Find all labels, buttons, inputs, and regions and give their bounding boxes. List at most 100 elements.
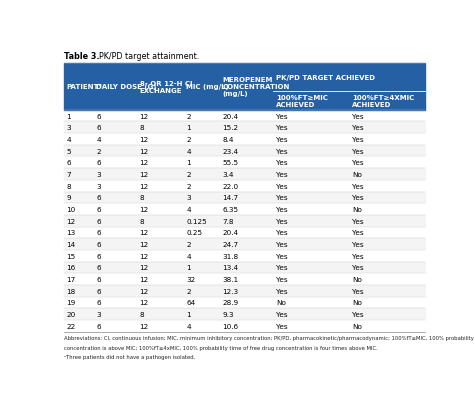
Text: 2: 2 [186,137,191,143]
Text: Yes: Yes [276,323,288,329]
Text: No: No [352,207,362,213]
Text: 13.4: 13.4 [223,265,239,271]
Text: 20.4: 20.4 [223,230,239,236]
Text: 6: 6 [96,195,101,201]
Text: Yes: Yes [352,148,364,154]
Text: Yes: Yes [352,183,364,189]
Text: 12: 12 [139,113,149,119]
Text: MEROPENEM
CONCENTRATION
(mg/L): MEROPENEM CONCENTRATION (mg/L) [223,77,290,97]
Text: 19: 19 [66,300,76,306]
Text: 12: 12 [139,276,149,283]
Text: 1: 1 [66,113,71,119]
Text: 16: 16 [66,265,76,271]
Text: Yes: Yes [276,311,288,317]
Text: 64: 64 [186,300,196,306]
Text: 12: 12 [66,218,76,224]
Text: No: No [276,300,286,306]
Text: 1: 1 [186,160,191,166]
Bar [64,122,425,134]
Text: 8.4: 8.4 [223,137,234,143]
Text: ᵃThree patients did not have a pathogen isolated.: ᵃThree patients did not have a pathogen … [64,355,195,360]
Text: 8: 8 [139,195,144,201]
Text: 12: 12 [139,183,149,189]
Text: 12: 12 [139,300,149,306]
Text: 12: 12 [139,148,149,154]
Text: 18: 18 [66,288,76,294]
Text: 3: 3 [96,172,101,178]
Bar [64,262,425,274]
Text: 2: 2 [186,172,191,178]
Text: Yes: Yes [352,241,364,247]
Text: 6: 6 [96,160,101,166]
Text: 17: 17 [66,276,76,283]
Text: 12: 12 [139,160,149,166]
Text: 6: 6 [96,113,101,119]
Text: 6.35: 6.35 [223,207,239,213]
Text: concentration is above MIC; 100%fT≥4xMIC, 100% probability time of free drug con: concentration is above MIC; 100%fT≥4xMIC… [64,345,377,350]
Bar [64,227,425,239]
Bar [64,157,425,169]
Text: 4: 4 [96,137,101,143]
Text: 12: 12 [139,253,149,259]
Bar [64,297,425,308]
Text: 12: 12 [139,207,149,213]
Text: PK/PD TARGET ACHIEVED: PK/PD TARGET ACHIEVED [276,75,375,81]
Bar [64,64,425,110]
Text: DAILY DOSE (G): DAILY DOSE (G) [96,84,156,90]
Text: 2: 2 [186,288,191,294]
Bar [64,146,425,157]
Text: Yes: Yes [276,148,288,154]
Text: 100%FT≥MIC
ACHIEVED: 100%FT≥MIC ACHIEVED [276,95,328,108]
Text: Yes: Yes [276,276,288,283]
Bar [64,180,425,192]
Bar [64,192,425,204]
Bar [64,134,425,146]
Text: 22: 22 [66,323,76,329]
Text: 12: 12 [139,241,149,247]
Text: Yes: Yes [276,218,288,224]
Text: Yes: Yes [276,207,288,213]
Text: 12: 12 [139,230,149,236]
Text: 2: 2 [96,148,101,154]
Text: Yes: Yes [276,288,288,294]
Text: 14.7: 14.7 [223,195,239,201]
Text: Yes: Yes [276,265,288,271]
Text: 9.3: 9.3 [223,311,234,317]
Bar [64,250,425,262]
Text: 8: 8 [139,311,144,317]
Text: 6: 6 [96,230,101,236]
Text: 15.2: 15.2 [223,125,239,131]
Text: No: No [352,323,362,329]
Text: 10: 10 [66,207,76,213]
Bar [64,320,425,332]
Text: 6: 6 [66,160,71,166]
Text: 8: 8 [139,125,144,131]
Text: 1: 1 [186,265,191,271]
Text: Yes: Yes [352,218,364,224]
Text: 6: 6 [96,323,101,329]
Bar [64,216,425,227]
Text: 38.1: 38.1 [223,276,239,283]
Text: 5: 5 [66,148,71,154]
Text: 12: 12 [139,137,149,143]
Text: Yes: Yes [352,288,364,294]
Text: 12.3: 12.3 [223,288,239,294]
Text: Yes: Yes [276,113,288,119]
Bar [64,204,425,216]
Bar [64,239,425,250]
Text: 4: 4 [186,323,191,329]
Text: 22.0: 22.0 [223,183,239,189]
Text: Yes: Yes [352,230,364,236]
Text: 1: 1 [186,125,191,131]
Text: 6: 6 [96,241,101,247]
Text: Yes: Yes [352,125,364,131]
Text: 23.4: 23.4 [223,148,239,154]
Text: 8: 8 [66,183,71,189]
Text: MIC (mg/L): MIC (mg/L) [186,84,229,90]
Text: 9: 9 [66,195,71,201]
Text: 14: 14 [66,241,76,247]
Text: No: No [352,276,362,283]
Text: 3: 3 [96,183,101,189]
Text: 8- OR 12-H CI
EXCHANGE: 8- OR 12-H CI EXCHANGE [139,81,192,94]
Text: PATIENTᵃ: PATIENTᵃ [66,84,102,90]
